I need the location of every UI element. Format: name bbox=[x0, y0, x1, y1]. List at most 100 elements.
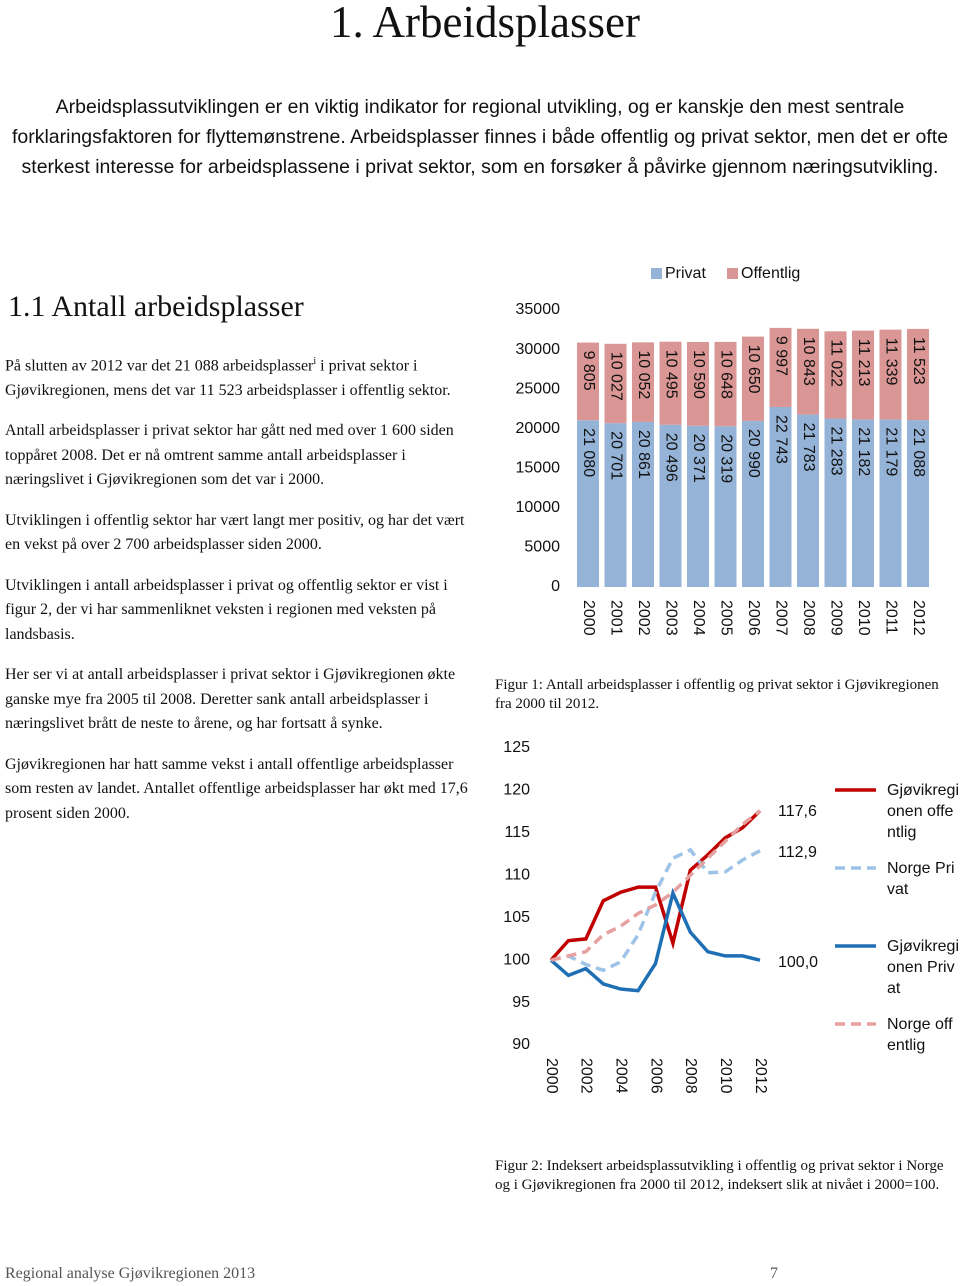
section-title: 1.1 Antall arbeidsplasser bbox=[8, 290, 304, 323]
paragraph: Her ser vi at antall arbeidsplasser i pr… bbox=[5, 663, 480, 737]
x-tick-label: 2010 bbox=[855, 600, 872, 636]
x-tick-label: 2009 bbox=[827, 600, 844, 636]
x-tick-label: 2007 bbox=[772, 600, 789, 636]
bar-segment bbox=[769, 327, 792, 408]
data-label: 10 648 bbox=[717, 350, 734, 399]
series-line bbox=[550, 847, 761, 973]
legend-swatch bbox=[727, 268, 738, 279]
annotation: 100,0 bbox=[778, 954, 818, 971]
data-label: 10 495 bbox=[662, 350, 679, 399]
x-tick-label: 2011 bbox=[882, 600, 899, 635]
data-label: 20 496 bbox=[662, 433, 679, 482]
paragraph: Utviklingen i offentlig sektor har vært … bbox=[5, 509, 480, 558]
text: i privat sektor i Gjøvikregionen, mens d… bbox=[5, 357, 451, 399]
y-tick-label: 5000 bbox=[524, 539, 560, 556]
data-label: 21 080 bbox=[580, 428, 597, 477]
legend-label: Gjøvikregionen offentlig bbox=[887, 782, 960, 841]
caption: Figur 2: Indeksert arbeidsplassutvikling… bbox=[495, 1158, 944, 1193]
x-tick-label: 2006 bbox=[647, 1058, 664, 1094]
y-tick-label: 0 bbox=[551, 578, 560, 595]
legend-label: Norge offentlig bbox=[887, 1016, 953, 1054]
bar-segment bbox=[742, 420, 764, 587]
bar-segment bbox=[769, 407, 792, 587]
bar-segment bbox=[577, 420, 599, 587]
data-label: 10 650 bbox=[745, 345, 762, 394]
x-tick-label: 2002 bbox=[578, 1058, 595, 1094]
paragraph: Utviklingen i antall arbeidsplasser i pr… bbox=[5, 574, 480, 648]
data-label: 10 843 bbox=[800, 337, 817, 386]
y-tick-label: 90 bbox=[512, 1036, 530, 1053]
paragraph: Antall arbeidsplasser i privat sektor ha… bbox=[5, 419, 480, 493]
intro: Arbeidsplassutviklingen er en viktig ind… bbox=[11, 96, 949, 178]
data-label: 20 990 bbox=[745, 429, 762, 478]
y-tick-label: 105 bbox=[503, 909, 530, 926]
text: Antall arbeidsplasser i privat sektor ha… bbox=[5, 422, 454, 489]
bar-segment bbox=[659, 341, 682, 425]
bar-segment bbox=[687, 341, 709, 426]
paragraph: Gjøvikregionen har hatt samme vekst i an… bbox=[5, 753, 480, 827]
y-tick-label: 30000 bbox=[516, 341, 561, 358]
bar-segment bbox=[852, 419, 874, 587]
text: Utviklingen i offentlig sektor har vært … bbox=[5, 511, 465, 554]
bar-segment bbox=[659, 424, 682, 587]
x-tick-label: 2012 bbox=[752, 1058, 769, 1094]
bar-segment bbox=[632, 342, 654, 422]
caption: Figur 1: Antall arbeidsplasser i offentl… bbox=[495, 677, 939, 712]
x-tick-label: 2000 bbox=[580, 600, 597, 636]
data-label: 22 743 bbox=[772, 415, 789, 464]
data-label: 11 213 bbox=[855, 339, 872, 387]
bar-segment bbox=[907, 420, 929, 587]
data-label: 10 590 bbox=[690, 350, 707, 399]
data-label: 10 027 bbox=[607, 352, 624, 401]
bar-segment bbox=[824, 331, 847, 419]
bar-segment bbox=[604, 343, 627, 424]
bar-segment bbox=[852, 330, 874, 420]
x-tick-label: 2006 bbox=[745, 600, 762, 636]
data-label: 21 088 bbox=[910, 428, 927, 477]
data-label: 9 805 bbox=[580, 351, 597, 391]
data-label: 21 179 bbox=[882, 427, 899, 476]
bar-segment bbox=[714, 426, 737, 587]
bar-segment bbox=[879, 329, 902, 420]
y-tick-label: 10000 bbox=[516, 499, 561, 516]
y-tick-label: 25000 bbox=[516, 380, 561, 397]
series-line bbox=[549, 887, 761, 993]
bar-segment bbox=[604, 423, 627, 587]
bar-segment bbox=[687, 425, 709, 587]
y-tick-label: 15000 bbox=[516, 460, 561, 477]
data-label: 20 701 bbox=[607, 431, 624, 480]
legend-label: Norge Privat bbox=[887, 860, 955, 898]
text: På slutten av 2012 var det 21 088 arbeid… bbox=[5, 357, 314, 375]
legend-label: Offentlig bbox=[741, 265, 800, 282]
text: Utviklingen i antall arbeidsplasser i pr… bbox=[5, 576, 448, 643]
x-tick-label: 2010 bbox=[717, 1058, 734, 1094]
y-tick-label: 125 bbox=[503, 739, 530, 756]
bar-segment bbox=[742, 336, 764, 421]
x-tick-label: 2002 bbox=[635, 600, 652, 636]
data-label: 9 997 bbox=[772, 336, 789, 376]
bar-segment bbox=[824, 418, 847, 587]
annotation: 117,6 bbox=[778, 803, 817, 820]
bar-segment bbox=[907, 328, 929, 421]
footnote-ref: i bbox=[313, 356, 317, 367]
y-tick-label: 110 bbox=[504, 867, 530, 884]
annotation: 112,9 bbox=[778, 844, 817, 861]
bar-segment bbox=[797, 414, 819, 587]
data-label: 21 783 bbox=[800, 423, 817, 472]
legend-swatch bbox=[651, 268, 662, 279]
bar-segment bbox=[632, 421, 654, 587]
data-label: 20 371 bbox=[690, 434, 707, 483]
legend-label: Privat bbox=[665, 265, 706, 282]
y-tick-label: 120 bbox=[503, 782, 530, 799]
page-title: 1. Arbeidsplasser bbox=[330, 0, 640, 47]
series-line bbox=[549, 809, 762, 962]
footer: Regional analyse Gjøvikregionen 2013 bbox=[5, 1265, 256, 1282]
x-tick-label: 2003 bbox=[662, 600, 679, 636]
x-tick-label: 2004 bbox=[690, 600, 707, 636]
y-tick-label: 115 bbox=[504, 824, 530, 841]
data-label: 11 523 bbox=[910, 337, 927, 385]
series-line bbox=[550, 809, 762, 962]
bar-segment bbox=[577, 342, 599, 421]
x-tick-label: 2000 bbox=[543, 1058, 560, 1094]
